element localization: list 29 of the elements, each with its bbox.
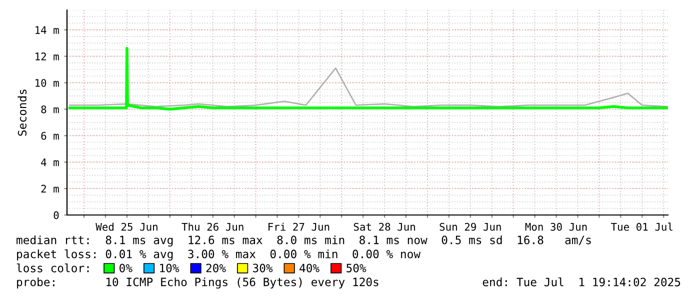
legend-label: 10% [160, 264, 180, 272]
x-tick-label: Sun 29 Jun [440, 222, 501, 231]
y-tick-label: 10 m [36, 78, 59, 87]
y-tick-label: 12 m [36, 52, 59, 60]
x-tick-label: Thu 26 Jun [182, 222, 244, 231]
legend-label: 30% [253, 264, 273, 272]
x-tick-label: Sat 28 Jun [354, 222, 415, 231]
text: median rtt: 8.1 ms avg 12.6 ms max 8.0 ms min 8.1 ms now 0.5 ms sd 16.8 am/s [16, 235, 591, 247]
line-series [68, 46, 668, 111]
y-tick-label: 6 m [41, 132, 59, 140]
x-tick-label: Wed 25 Jun [96, 222, 158, 231]
y-tick-label: 4 m [41, 158, 59, 166]
y-tick-label: 8 m [41, 105, 59, 114]
line-series [69, 68, 668, 108]
legend-label: 20% [206, 264, 226, 272]
text: probe: 10 ICMP Echo Pings (56 Bytes) every 120s [17, 277, 378, 289]
x-tick-label: Mon 30 Jun [525, 222, 587, 231]
legend-label: 0% [120, 264, 132, 272]
y-tick-label: 0 [54, 211, 59, 220]
y-tick-label: 14 m [36, 26, 59, 34]
text: end: Tue Jul 1 19:14:02 2025 [482, 277, 680, 286]
text: packet loss: 0.01 % avg 3.00 % max 0.00 % min 0.00 % now [17, 249, 421, 261]
legend-label: 40% [300, 264, 320, 272]
y-axis-title: Seconds [18, 90, 27, 136]
x-tick-label: Tue 01 Jul [611, 222, 672, 231]
legend-title: loss color: [16, 263, 89, 272]
legend-label: 50% [346, 264, 366, 272]
x-tick-label: Fri 27 Jun [268, 222, 330, 231]
y-tick-label: 2 m [41, 184, 59, 193]
